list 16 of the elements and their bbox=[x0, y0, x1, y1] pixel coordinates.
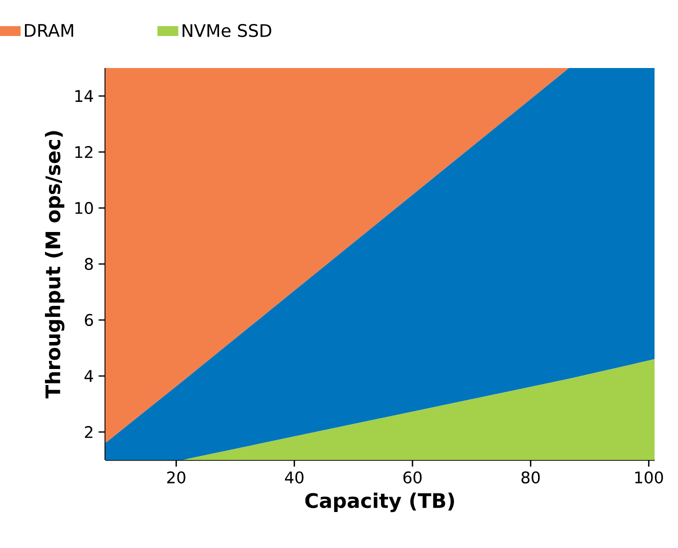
y-tick-label: 4 bbox=[84, 370, 94, 382]
y-axis-title: Throughput (M ops/sec) bbox=[44, 131, 64, 398]
legend-label: DRAM bbox=[24, 24, 74, 37]
x-tick-label: 80 bbox=[522, 471, 540, 484]
y-tick-label: 10 bbox=[75, 202, 93, 214]
x-tick-label: 60 bbox=[403, 471, 422, 484]
y-tick-label: 12 bbox=[75, 146, 92, 158]
x-tick-label: 40 bbox=[284, 471, 304, 484]
y-tick-label: 6 bbox=[84, 314, 93, 326]
y-tick-label: 14 bbox=[75, 90, 94, 102]
y-tick-label: 8 bbox=[84, 258, 93, 270]
y-tick-label: 2 bbox=[84, 426, 92, 438]
x-tick-label: 20 bbox=[167, 471, 186, 484]
x-axis-title: Capacity (TB) bbox=[305, 492, 454, 512]
legend-label: NVMe SSD bbox=[182, 24, 272, 38]
x-tick-label: 100 bbox=[635, 471, 663, 484]
